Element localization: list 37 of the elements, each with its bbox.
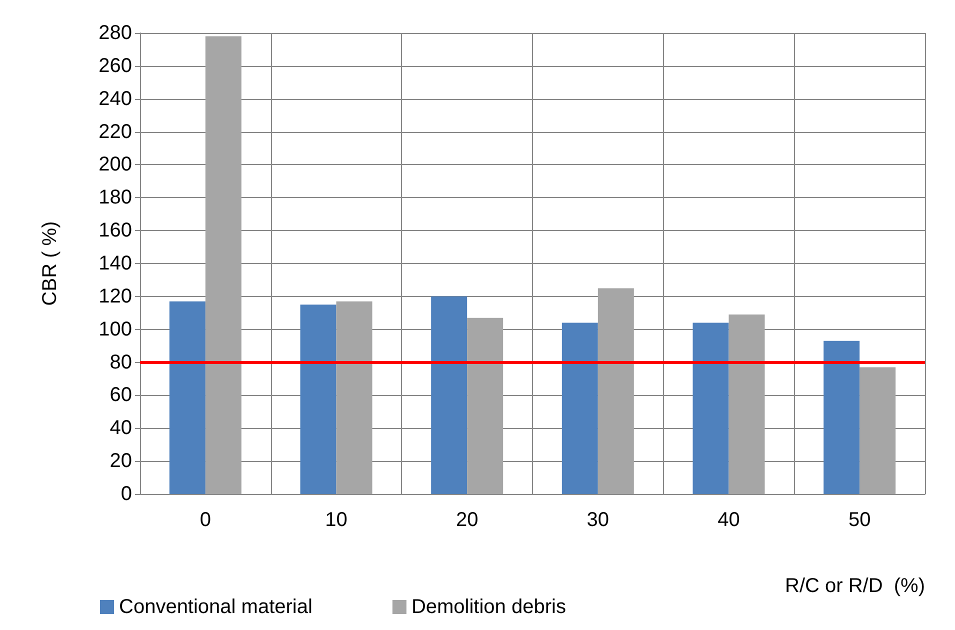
bar xyxy=(169,301,206,494)
bar xyxy=(728,314,765,494)
y-tick-label: 120 xyxy=(98,285,132,308)
y-tick-label: 180 xyxy=(98,186,132,209)
bar xyxy=(467,318,504,494)
bar xyxy=(562,322,598,494)
bar xyxy=(431,296,468,494)
y-tick-label: 260 xyxy=(98,54,132,77)
x-tick-label: 0 xyxy=(200,509,211,531)
y-tick-label: 80 xyxy=(110,351,132,374)
bar xyxy=(598,288,634,494)
y-tick-label: 220 xyxy=(98,120,132,143)
x-tick-label: 20 xyxy=(456,509,478,531)
y-tick-label: 40 xyxy=(110,417,132,440)
y-tick-label: 20 xyxy=(110,450,132,472)
y-tick-label: 140 xyxy=(98,252,132,274)
bar xyxy=(824,340,860,494)
bar xyxy=(336,301,372,494)
y-tick-label: 100 xyxy=(98,318,132,340)
bar xyxy=(860,367,896,494)
x-tick-label: 10 xyxy=(325,509,348,531)
bar xyxy=(692,322,729,494)
y-tick-label: 240 xyxy=(98,88,132,110)
x-tick-label: 50 xyxy=(848,509,871,531)
y-tick-label: 200 xyxy=(98,154,132,176)
bar xyxy=(300,304,336,494)
y-tick-label: 280 xyxy=(98,22,132,44)
legend-label: Conventional material xyxy=(119,596,312,618)
legend-label: Demolition debris xyxy=(411,596,566,618)
y-tick-label: 60 xyxy=(110,384,132,406)
y-tick-label: 0 xyxy=(120,483,132,505)
bar xyxy=(205,36,242,494)
x-tick-label: 40 xyxy=(718,509,740,531)
x-axis-title: R/C or R/D (%) xyxy=(785,575,925,597)
y-axis-title: CBR ( %) xyxy=(39,221,61,306)
y-tick-label: 160 xyxy=(98,220,132,242)
x-tick-label: 30 xyxy=(586,509,610,531)
